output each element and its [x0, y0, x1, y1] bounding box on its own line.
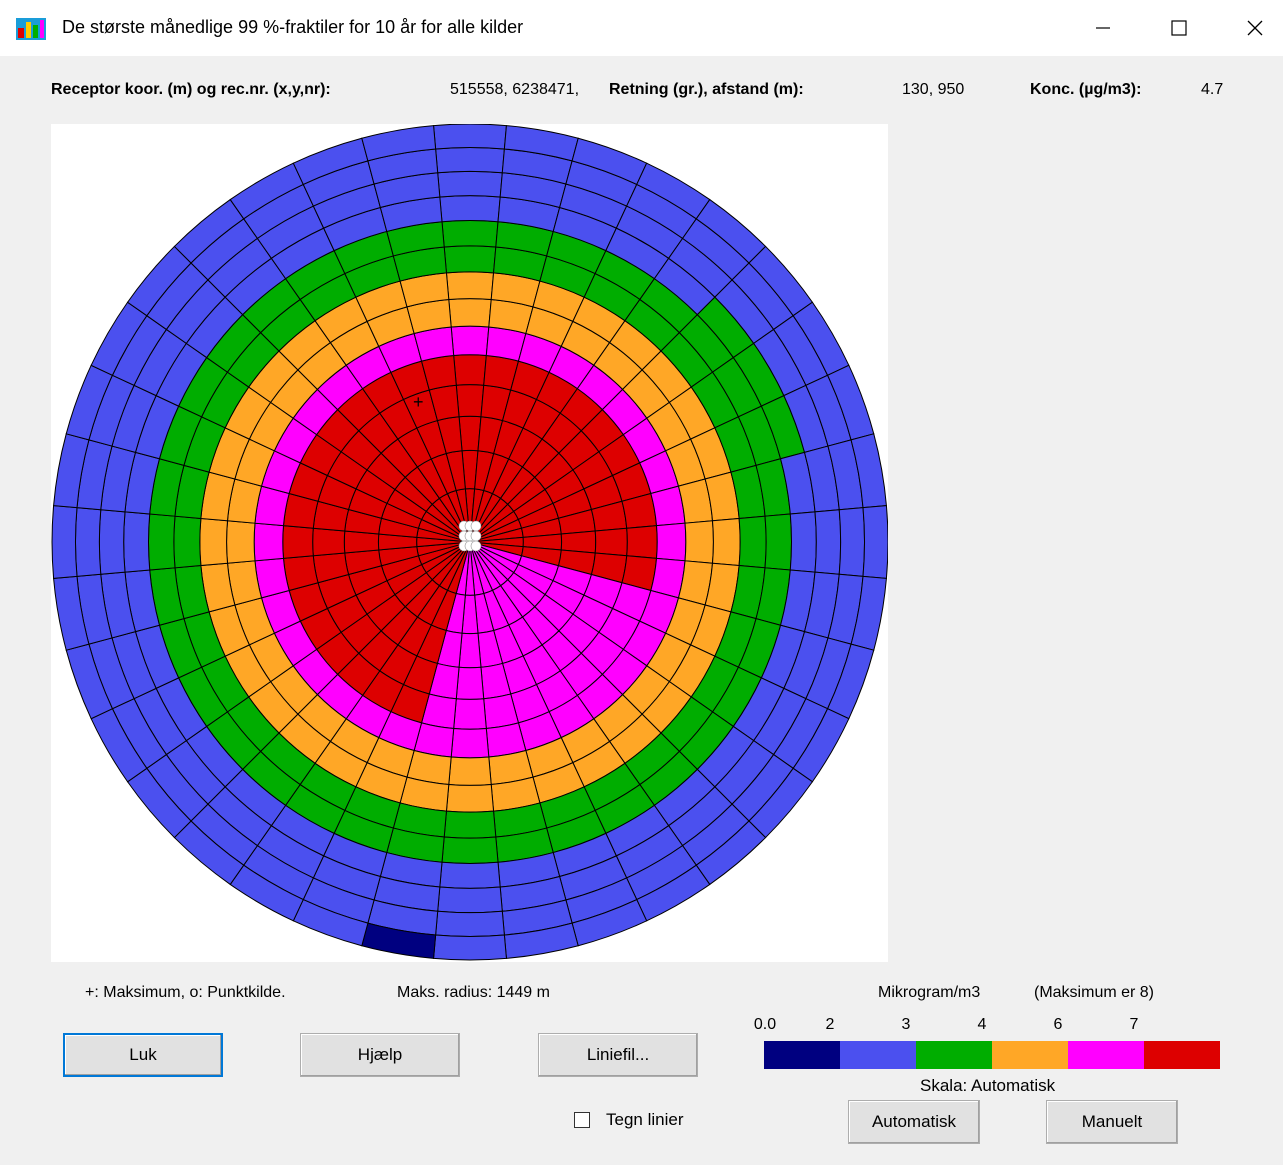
title-bar — [0, 0, 1283, 56]
maximize-button[interactable] — [1144, 0, 1214, 56]
polar-cell — [594, 527, 628, 557]
polar-cell — [455, 666, 485, 700]
polar-cell — [98, 509, 126, 575]
polar-cell — [448, 298, 492, 328]
polar-cell — [458, 632, 482, 669]
polar-cell — [123, 511, 151, 573]
polar-cell — [445, 271, 495, 301]
receptor-label: Receptor koor. (m) og rec.nr. (x,y,nr): — [51, 81, 331, 98]
color-scale-swatch — [992, 1041, 1068, 1069]
minimize-button[interactable] — [1068, 0, 1138, 56]
app-icon — [16, 18, 46, 40]
direction-value: 130, 950 — [902, 81, 965, 98]
color-scale-bar — [764, 1041, 1220, 1069]
polar-cell — [450, 325, 490, 357]
polar-cell — [448, 756, 492, 786]
legend-unit: Mikrogram/m3 — [878, 984, 981, 1001]
window-title: De største månedlige 99 %-fraktiler for … — [62, 17, 524, 37]
polar-plot: + — [51, 124, 888, 962]
legend-max-note: (Maksimum er 8) — [1034, 984, 1155, 1001]
polar-cell — [443, 245, 497, 274]
direction-label: Retning (gr.), afstand (m): — [609, 81, 804, 98]
polar-cell — [814, 509, 842, 575]
polar-cell — [453, 698, 487, 730]
point-source-marker — [470, 520, 482, 532]
close-dialog-button[interactable]: Luk — [63, 1033, 223, 1077]
color-scale-swatch — [840, 1041, 916, 1069]
polar-cell — [626, 525, 658, 559]
color-scale-swatch — [764, 1041, 840, 1069]
help-button[interactable]: Hjælp — [300, 1033, 460, 1077]
polar-cell — [226, 520, 256, 564]
polar-cell — [439, 195, 501, 223]
polar-cell — [458, 415, 482, 452]
color-scale-swatch — [916, 1041, 992, 1069]
automatic-scale-button[interactable]: Automatisk — [848, 1100, 980, 1144]
legend-tick: 7 — [1129, 1016, 1139, 1033]
polar-cell — [361, 125, 437, 162]
polar-cell — [455, 384, 485, 418]
color-scale-swatch — [1144, 1041, 1220, 1069]
polar-cell — [437, 886, 503, 914]
polar-cell — [282, 525, 314, 559]
polar-cell — [453, 354, 487, 386]
close-icon — [1247, 20, 1263, 36]
polar-cell — [147, 513, 176, 571]
polar-cell — [655, 522, 687, 562]
polar-cell — [450, 727, 490, 759]
receptor-value: 515558, 6238471, — [450, 81, 580, 98]
polar-cell — [343, 530, 380, 554]
polar-cell — [433, 124, 507, 150]
polar-cell — [199, 517, 229, 567]
symbol-legend: +: Maksimum, o: Punktkilde. — [85, 984, 286, 1001]
polar-cell — [435, 910, 505, 937]
polar-cell — [439, 861, 501, 889]
polar-cell — [764, 513, 793, 571]
polar-cell — [75, 507, 102, 577]
minimize-icon — [1096, 27, 1110, 29]
linefile-button[interactable]: Liniefil... — [538, 1033, 698, 1077]
point-source-marker — [470, 530, 482, 542]
polar-cell — [862, 505, 888, 579]
polar-cell — [684, 520, 714, 564]
polar-cell — [433, 934, 507, 961]
polar-cell — [711, 517, 741, 567]
polar-cell — [441, 219, 499, 248]
polar-cell — [51, 505, 78, 579]
maximize-icon — [1171, 20, 1187, 36]
polar-cell — [435, 147, 505, 174]
polar-cell — [738, 515, 767, 569]
legend-tick: 4 — [977, 1016, 987, 1033]
draw-lines-label: Tegn linier — [606, 1110, 684, 1129]
polar-cell — [443, 810, 497, 839]
polar-cell — [445, 783, 495, 813]
polar-cell — [789, 511, 817, 573]
legend-tick: 6 — [1053, 1016, 1063, 1033]
maximum-marker: + — [413, 392, 424, 412]
concentration-value: 4.7 — [1201, 81, 1224, 98]
polar-cell — [437, 170, 503, 198]
polar-cell — [312, 527, 346, 557]
color-scale-swatch — [1068, 1041, 1144, 1069]
legend-tick: 3 — [901, 1016, 911, 1033]
polar-cell — [441, 836, 499, 865]
point-source-marker — [470, 540, 482, 552]
polar-concentration-map: + — [51, 124, 888, 961]
scale-mode-text: Skala: Automatisk — [920, 1076, 1056, 1095]
draw-lines-checkbox[interactable] — [574, 1112, 590, 1128]
max-radius: Maks. radius: 1449 m — [397, 984, 550, 1001]
polar-cell — [173, 515, 202, 569]
polar-cell — [560, 530, 597, 554]
manual-scale-button[interactable]: Manuelt — [1046, 1100, 1178, 1144]
close-button[interactable] — [1220, 0, 1283, 56]
concentration-label: Konc. (µg/m3): — [1030, 81, 1142, 98]
polar-cell — [838, 507, 865, 577]
polar-cell — [253, 522, 285, 562]
legend-tick: 0.0 — [753, 1016, 777, 1033]
legend-tick: 2 — [825, 1016, 835, 1033]
